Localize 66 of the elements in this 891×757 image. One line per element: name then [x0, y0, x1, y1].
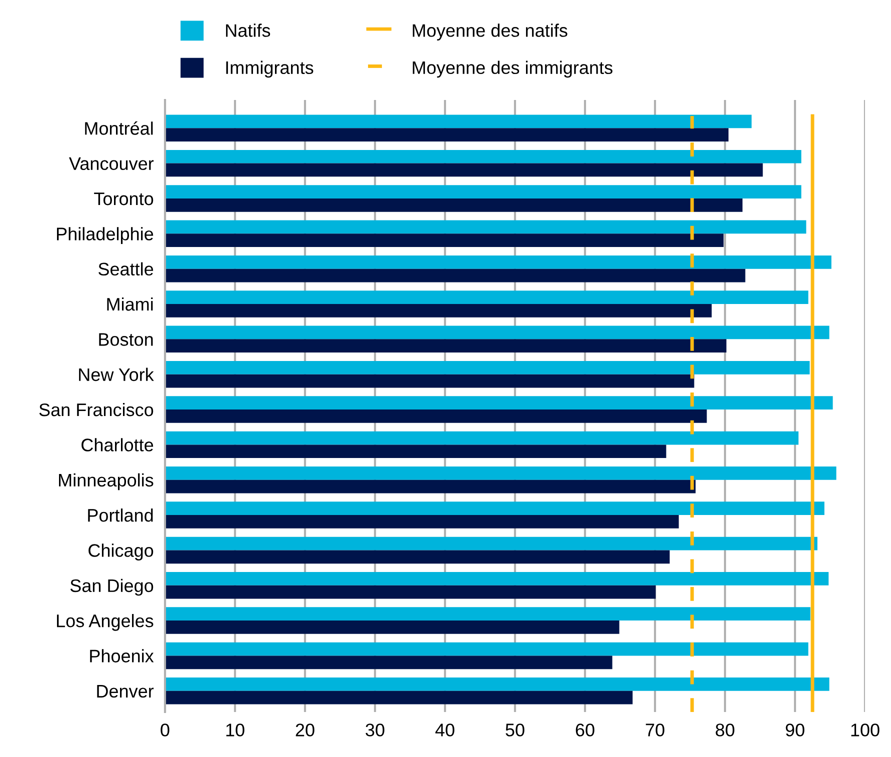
y-tick-label: Chicago	[88, 544, 154, 560]
bar	[165, 234, 724, 248]
bar	[165, 550, 670, 564]
bar	[165, 326, 830, 340]
x-tick-label: 80	[716, 724, 734, 736]
bar	[165, 128, 728, 142]
bar	[165, 255, 832, 269]
bar	[165, 150, 802, 164]
y-tick-label: Philadelphie	[56, 227, 154, 244]
x-tick-label: 70	[646, 724, 664, 736]
y-tick-label: Vancouver	[68, 157, 154, 170]
x-tick-label: 10	[226, 724, 244, 736]
y-tick-label: Boston	[99, 333, 153, 346]
bar	[165, 502, 824, 516]
y-tick-label: Toronto	[94, 192, 154, 206]
y-tick-label: Miami	[107, 297, 153, 311]
bar	[165, 536, 818, 550]
bar	[165, 114, 752, 128]
y-tick-label: Montréal	[85, 121, 153, 135]
bar	[165, 410, 707, 423]
x-tick-label: 60	[576, 724, 594, 736]
bar	[165, 431, 798, 445]
x-tick-label: 50	[506, 724, 524, 736]
bar	[165, 198, 742, 212]
x-tick-label: 20	[296, 724, 314, 736]
bar	[165, 620, 620, 634]
bar	[165, 444, 666, 458]
y-tick-label: Charlotte	[82, 438, 154, 452]
bar	[165, 220, 806, 234]
legend-label: Moyenne des immigrants	[412, 60, 612, 78]
bar	[165, 163, 763, 177]
y-tick-label: Phoenix	[90, 649, 154, 662]
y-tick-label: San Francisco	[39, 402, 154, 416]
x-tick-label: 0	[160, 724, 170, 736]
y-tick-label: Portland	[88, 508, 153, 522]
y-tick-label: San Diego	[70, 578, 154, 596]
bar	[165, 678, 830, 691]
x-tick-label: 100	[851, 724, 880, 736]
bar	[165, 480, 696, 494]
bar	[165, 656, 612, 670]
y-tick-label: Los Angeles	[56, 614, 154, 631]
bar	[165, 572, 829, 586]
x-tick-label: 90	[786, 724, 804, 736]
bar	[165, 360, 810, 374]
bar	[165, 607, 810, 621]
bar	[165, 339, 726, 353]
bar	[165, 268, 746, 282]
bar	[165, 642, 808, 656]
bar	[165, 304, 712, 318]
legend-label: Immigrants	[226, 60, 314, 78]
bar	[165, 290, 808, 304]
y-tick-label: Seattle	[98, 262, 154, 276]
legend-label: Moyenne des natifs	[412, 24, 568, 40]
bar	[165, 690, 633, 704]
x-tick-label: 40	[435, 724, 454, 736]
bar	[165, 515, 679, 528]
bar	[165, 185, 802, 198]
y-tick-label: Minneapolis	[59, 473, 154, 490]
y-tick-label: Denver	[97, 685, 154, 698]
x-tick-label: 30	[366, 724, 384, 736]
bar	[165, 396, 833, 410]
bar	[165, 374, 694, 388]
y-tick-label: New York	[79, 368, 154, 382]
bar	[165, 585, 656, 599]
legend-label: Natifs	[226, 24, 270, 37]
bar	[165, 466, 836, 480]
